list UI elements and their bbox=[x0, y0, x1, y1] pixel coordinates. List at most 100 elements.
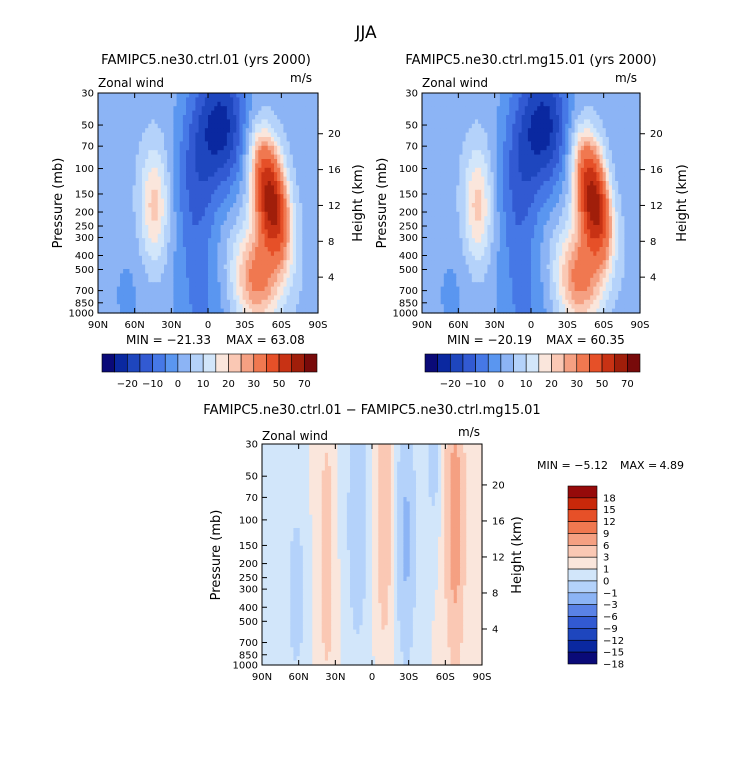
mg15-cell bbox=[593, 132, 597, 138]
mg15-cell bbox=[496, 132, 501, 138]
ctrl-cell bbox=[186, 159, 190, 164]
ctrl-cell bbox=[116, 198, 121, 204]
mg15-cell bbox=[434, 137, 439, 142]
mg15-cell bbox=[583, 167, 588, 173]
ctrl-cell bbox=[126, 128, 131, 134]
ctrl-cell bbox=[289, 291, 294, 296]
mg15-cell bbox=[543, 132, 548, 138]
ctrl-cell bbox=[305, 93, 310, 98]
ctrl-cell bbox=[270, 106, 275, 112]
mg15-cell bbox=[456, 154, 460, 160]
ctrl-cell bbox=[132, 247, 137, 252]
ctrl-cell bbox=[104, 247, 109, 252]
ctrl-cell bbox=[135, 211, 140, 217]
mg15-cell bbox=[618, 119, 622, 125]
ctrl-cell bbox=[302, 247, 307, 252]
ctrl-cell bbox=[296, 172, 300, 178]
mg15-cell bbox=[431, 145, 436, 151]
ctrl-cell bbox=[145, 181, 149, 186]
ctrl-cell bbox=[252, 137, 256, 142]
ctrl-cell bbox=[170, 154, 175, 160]
ctrl-cell bbox=[164, 260, 168, 266]
mg15-cell bbox=[537, 101, 541, 107]
ctrl-cell bbox=[160, 203, 165, 208]
ctrl-cell bbox=[280, 273, 285, 279]
mg15-cell bbox=[487, 97, 492, 103]
mg15-cell bbox=[465, 159, 470, 164]
mg15-cell bbox=[596, 159, 601, 164]
ctrl-cell bbox=[261, 198, 266, 204]
ctrl-cell bbox=[116, 128, 121, 134]
ctrl-cell bbox=[314, 273, 319, 279]
ctrl-cell bbox=[217, 251, 222, 257]
ctrl-cell bbox=[138, 123, 143, 129]
mg15-cell bbox=[611, 101, 616, 107]
ctrl-cell bbox=[116, 145, 121, 151]
mg15-cell bbox=[537, 172, 541, 178]
ctrl-cell bbox=[311, 264, 316, 270]
ctrl-cell bbox=[302, 242, 307, 248]
ctrl-cell bbox=[176, 115, 181, 120]
ctrl-cell bbox=[211, 304, 215, 310]
ctrl-cell bbox=[189, 128, 193, 134]
ctrl-cell bbox=[242, 106, 247, 112]
ctrl-cell bbox=[151, 198, 156, 204]
ctrl-cell bbox=[226, 132, 231, 138]
ctrl-cell bbox=[173, 110, 178, 116]
mg15-cell bbox=[509, 163, 513, 169]
ctrl-cell bbox=[120, 220, 124, 226]
ctrl-cell bbox=[113, 198, 118, 204]
ctrl-cell bbox=[289, 145, 294, 151]
mg15-cell bbox=[562, 154, 566, 160]
ctrl-cell bbox=[198, 145, 203, 151]
ctrl-cell bbox=[98, 198, 102, 204]
ctrl-cell bbox=[110, 269, 115, 274]
mg15-cell bbox=[618, 163, 622, 169]
ctrl-cell bbox=[182, 128, 187, 134]
ctrl-cell bbox=[132, 106, 137, 112]
ctrl-cell bbox=[182, 207, 187, 213]
mg15-cell bbox=[552, 106, 557, 112]
ctrl-cell bbox=[104, 291, 109, 296]
ctrl-cell bbox=[248, 128, 253, 134]
ctrl-cell bbox=[242, 282, 247, 288]
ctrl-cell bbox=[145, 154, 149, 160]
mg15-cell bbox=[624, 154, 629, 160]
ctrl-cell bbox=[270, 242, 275, 248]
ctrl-cell bbox=[154, 163, 159, 169]
ctrl-cell bbox=[151, 304, 156, 310]
ctrl-cell bbox=[132, 273, 137, 279]
mg15-cell bbox=[571, 93, 576, 98]
ctrl-cell bbox=[299, 225, 303, 230]
ctrl-cell bbox=[179, 181, 184, 186]
ctrl-cell bbox=[204, 251, 209, 257]
mg15-cell bbox=[531, 123, 535, 129]
ctrl-cell bbox=[242, 233, 247, 239]
ctrl-cell bbox=[242, 132, 247, 138]
mg15-cell bbox=[462, 93, 467, 98]
ctrl-cell bbox=[176, 264, 181, 270]
ctrl-cell bbox=[264, 233, 269, 239]
ctrl-cell bbox=[226, 145, 231, 151]
mg15-cell bbox=[596, 123, 601, 129]
panel-ctrl-variable: Zonal wind bbox=[98, 76, 164, 90]
ctrl-cell bbox=[198, 101, 203, 107]
ctrl-cell bbox=[198, 181, 203, 186]
ctrl-cell bbox=[289, 128, 294, 134]
ctrl-cell bbox=[233, 141, 237, 147]
ctrl-cell bbox=[154, 295, 159, 301]
ctrl-cell bbox=[230, 207, 234, 213]
mg15-cell bbox=[484, 101, 488, 107]
mg15-cell bbox=[593, 145, 597, 151]
ctrl-cell bbox=[299, 141, 303, 147]
ctrl-cell bbox=[308, 203, 313, 208]
mg15-cell bbox=[543, 123, 548, 129]
ctrl-cell bbox=[239, 101, 244, 107]
ctrl-cell bbox=[157, 220, 162, 226]
ctrl-cell bbox=[292, 264, 297, 270]
ctrl-cell bbox=[157, 233, 162, 239]
mg15-cell bbox=[602, 145, 607, 151]
ctrl-cell bbox=[157, 154, 162, 160]
ctrl-cell bbox=[192, 273, 197, 279]
mg15-cell bbox=[577, 115, 582, 120]
